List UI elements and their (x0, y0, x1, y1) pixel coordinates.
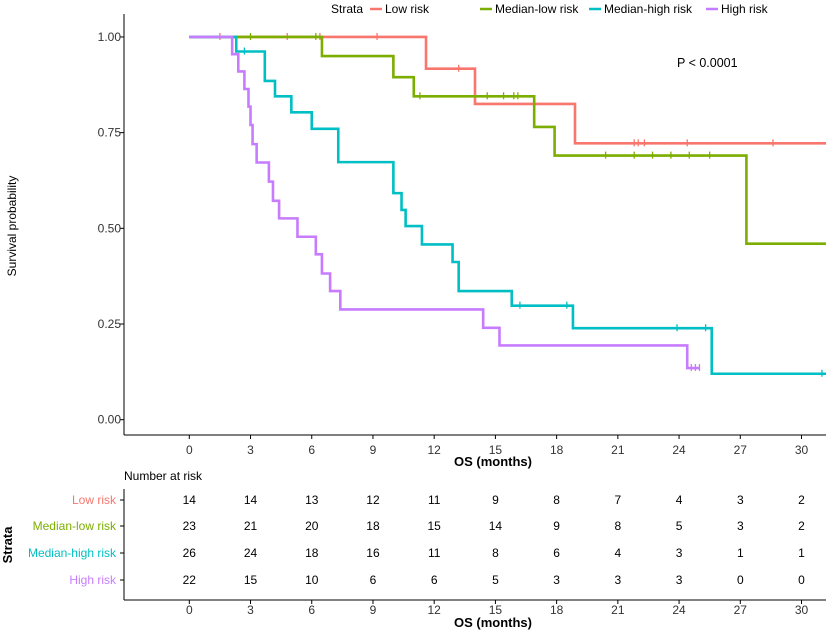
risk-cell-median-high-risk: 1 (798, 546, 805, 560)
x-tick-label: 12 (428, 443, 442, 457)
risk-cell-low-risk: 12 (366, 493, 380, 507)
y-ticks: 0.00 0.25 0.50 0.75 1.00 (98, 30, 124, 427)
y-tick-label: 0.00 (98, 413, 122, 427)
risk-cell-high-risk: 0 (798, 573, 805, 587)
survival-curves (189, 32, 826, 377)
risk-cell-median-low-risk: 2 (798, 519, 805, 533)
risk-cell-low-risk: 13 (305, 493, 319, 507)
risk-cell-median-high-risk: 1 (737, 546, 744, 560)
risk-cell-high-risk: 22 (183, 573, 197, 587)
legend-label-median-high-risk: Median-high risk (604, 2, 693, 16)
risk-cell-median-low-risk: 15 (428, 519, 442, 533)
risk-cell-median-low-risk: 20 (305, 519, 319, 533)
x-tick-label: 30 (795, 443, 809, 457)
x-tick-label: 6 (308, 443, 315, 457)
y-axis-label: Survival probability (5, 176, 19, 277)
risk-cell-median-low-risk: 8 (615, 519, 622, 533)
x-tick-label: 21 (611, 443, 625, 457)
risk-x-tick-label: 0 (186, 603, 193, 617)
risk-cell-median-high-risk: 3 (676, 546, 683, 560)
risk-cell-low-risk: 9 (492, 493, 499, 507)
risk-cell-high-risk: 15 (244, 573, 258, 587)
risk-x-tick-label: 15 (489, 603, 503, 617)
risk-x-tick-label: 30 (795, 603, 809, 617)
risk-cell-low-risk: 14 (183, 493, 197, 507)
risk-table-x-ticks: 0 3 6 9 12 15 18 21 24 27 30 (186, 600, 809, 617)
risk-row-label-median-low-risk: Median-low risk (33, 519, 117, 533)
risk-cell-high-risk: 5 (492, 573, 499, 587)
risk-x-tick-label: 27 (734, 603, 748, 617)
x-tick-label: 27 (734, 443, 748, 457)
x-ticks: 0 3 6 9 12 15 18 21 24 27 30 (186, 435, 809, 457)
risk-cell-high-risk: 0 (737, 573, 744, 587)
legend-title: Strata (331, 2, 363, 16)
y-tick-label: 0.25 (98, 317, 122, 331)
risk-cell-median-low-risk: 9 (553, 519, 560, 533)
risk-row-label-high-risk: High risk (69, 573, 117, 587)
risk-cell-high-risk: 3 (676, 573, 683, 587)
risk-x-tick-label: 21 (611, 603, 625, 617)
p-value-annotation: P < 0.0001 (677, 56, 738, 70)
legend-label-high-risk: High risk (721, 2, 769, 16)
risk-cell-high-risk: 3 (615, 573, 622, 587)
risk-cell-median-high-risk: 8 (492, 546, 499, 560)
risk-cell-median-high-risk: 26 (183, 546, 197, 560)
curve-median-low-risk (189, 35, 826, 245)
legend-label-median-low-risk: Median-low risk (495, 2, 579, 16)
x-tick-label: 9 (370, 443, 377, 457)
risk-x-tick-label: 6 (308, 603, 315, 617)
x-tick-label: 24 (672, 443, 686, 457)
y-tick-label: 1.00 (98, 30, 122, 44)
risk-cell-median-low-risk: 23 (183, 519, 197, 533)
risk-cell-low-risk: 14 (244, 493, 258, 507)
x-tick-label: 3 (247, 443, 254, 457)
risk-cell-low-risk: 8 (553, 493, 560, 507)
risk-row-label-median-high-risk: Median-high risk (28, 546, 117, 560)
curve-low-risk (189, 35, 826, 145)
risk-cell-median-high-risk: 4 (615, 546, 622, 560)
risk-cell-median-high-risk: 11 (428, 546, 441, 560)
risk-x-tick-label: 3 (247, 603, 254, 617)
risk-x-tick-label: 18 (550, 603, 564, 617)
risk-cell-high-risk: 6 (431, 573, 438, 587)
risk-cell-median-low-risk: 5 (676, 519, 683, 533)
risk-cell-high-risk: 10 (305, 573, 319, 587)
risk-cell-median-low-risk: 21 (244, 519, 258, 533)
risk-table-title: Number at risk (124, 469, 203, 483)
risk-cell-high-risk: 3 (553, 573, 560, 587)
risk-table-strata-label: Strata (0, 526, 15, 564)
risk-table-x-label: OS (months) (454, 615, 532, 630)
legend: Strata Low risk Median-low risk Median-h… (331, 2, 769, 16)
risk-cell-median-low-risk: 18 (366, 519, 380, 533)
risk-cell-median-high-risk: 16 (366, 546, 380, 560)
risk-cell-median-low-risk: 3 (737, 519, 744, 533)
risk-cell-median-low-risk: 14 (489, 519, 503, 533)
risk-cell-median-high-risk: 24 (244, 546, 258, 560)
x-axis-label: OS (months) (454, 454, 532, 469)
risk-cell-low-risk: 4 (676, 493, 683, 507)
y-tick-label: 0.50 (98, 221, 122, 235)
risk-cell-median-high-risk: 6 (553, 546, 560, 560)
risk-row-label-low-risk: Low risk (72, 493, 117, 507)
risk-cell-high-risk: 6 (370, 573, 377, 587)
legend-label-low-risk: Low risk (385, 2, 430, 16)
risk-cell-low-risk: 11 (428, 493, 441, 507)
curve-median-high-risk (189, 35, 826, 376)
risk-x-tick-label: 24 (672, 603, 686, 617)
risk-x-tick-label: 9 (370, 603, 377, 617)
risk-cell-median-high-risk: 18 (305, 546, 319, 560)
risk-x-tick-label: 12 (428, 603, 442, 617)
x-tick-label: 18 (550, 443, 564, 457)
x-tick-label: 15 (489, 443, 503, 457)
risk-cell-low-risk: 2 (798, 493, 805, 507)
y-tick-label: 0.75 (98, 126, 122, 140)
risk-cell-low-risk: 3 (737, 493, 744, 507)
x-tick-label: 0 (186, 443, 193, 457)
curve-high-risk (189, 35, 700, 370)
risk-cell-low-risk: 7 (615, 493, 622, 507)
